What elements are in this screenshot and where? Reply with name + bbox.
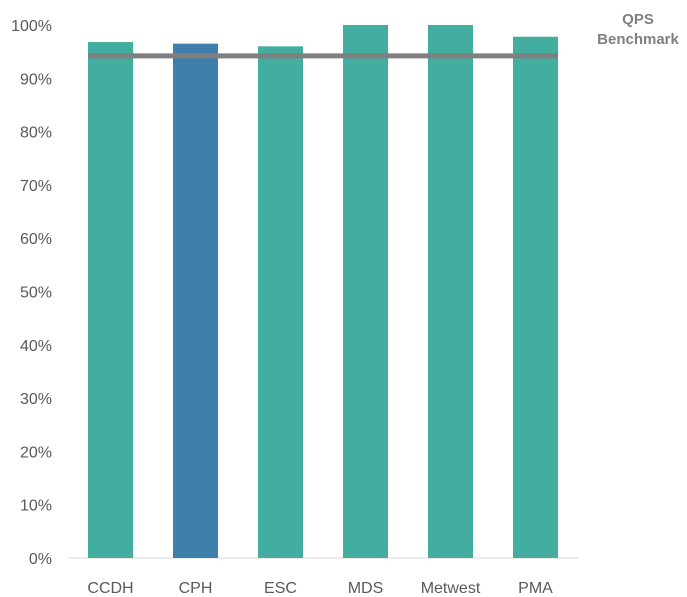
bar <box>428 25 473 558</box>
y-tick-label: 100% <box>11 18 52 35</box>
benchmark-label-line1: QPS <box>622 11 654 28</box>
y-tick-label: 90% <box>20 71 52 88</box>
y-tick-label: 40% <box>20 338 52 355</box>
bar <box>173 43 218 558</box>
y-tick-label: 30% <box>20 391 52 408</box>
x-category-label: PMA <box>518 580 553 597</box>
bar <box>258 46 303 558</box>
y-tick-label: 0% <box>29 551 52 568</box>
y-tick-label: 60% <box>20 231 52 248</box>
y-tick-label: 80% <box>20 125 52 142</box>
benchmark-label-line2: Benchmark <box>597 31 679 48</box>
x-category-label: Metwest <box>421 580 481 597</box>
x-category-label: ESC <box>264 580 297 597</box>
bar <box>88 42 133 558</box>
x-category-label: MDS <box>348 580 384 597</box>
benchmark-legend-label: QPS Benchmark <box>588 10 687 50</box>
x-category-label: CPH <box>179 580 213 597</box>
y-axis-ticks: 0% 10% 20% 30% 40% 50% 60% 70% 80% 90% 100% <box>11 18 52 568</box>
y-tick-label: 20% <box>20 444 52 461</box>
y-tick-label: 10% <box>20 498 52 515</box>
x-axis-categories: CCDH CPH ESC MDS Metwest PMA <box>87 580 553 597</box>
bar-series <box>88 25 558 558</box>
x-category-label: CCDH <box>87 580 133 597</box>
y-tick-label: 50% <box>20 285 52 302</box>
y-tick-label: 70% <box>20 178 52 195</box>
bar <box>343 25 388 558</box>
bar <box>513 36 558 558</box>
